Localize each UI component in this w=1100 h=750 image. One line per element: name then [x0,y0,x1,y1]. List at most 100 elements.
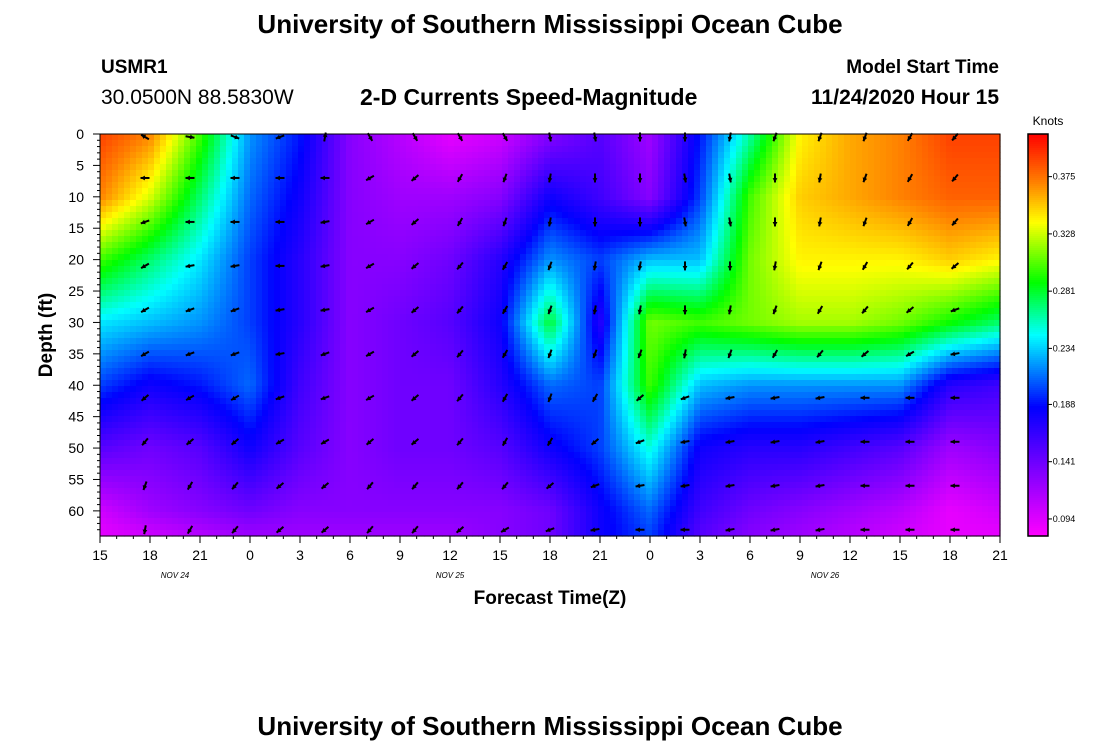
heatmap-cell [628,170,635,177]
heatmap-cell [550,212,557,219]
heatmap-cell [706,320,713,327]
heatmap-cell [814,272,821,279]
heatmap-cell [886,140,893,147]
heatmap-cell [730,206,737,213]
heatmap-cell [262,146,269,153]
heatmap-cell [940,200,947,207]
heatmap-cell [790,266,797,273]
heatmap-cell [394,200,401,207]
heatmap-cell [868,266,875,273]
heatmap-cell [670,206,677,213]
heatmap-cell [460,218,467,225]
heatmap-cell [736,206,743,213]
heatmap-cell [970,248,977,255]
heatmap-cell [808,248,815,255]
heatmap-cell [172,188,179,195]
heatmap-cell [868,260,875,267]
heatmap-cell [346,320,353,327]
heatmap-cell [358,212,365,219]
heatmap-cell [538,218,545,225]
heatmap-cell [484,182,491,189]
heatmap-cell [598,194,605,201]
heatmap-cell [778,188,785,195]
heatmap-cell [340,224,347,231]
heatmap-cell [220,320,227,327]
heatmap-cell [466,278,473,285]
heatmap-cell [874,164,881,171]
heatmap-cell [940,134,947,141]
heatmap-cell [604,260,611,267]
heatmap-cell [892,176,899,183]
heatmap-cell [322,164,329,171]
heatmap-cell [286,302,293,309]
heatmap-cell [394,224,401,231]
heatmap-cell [184,188,191,195]
heatmap-cell [484,146,491,153]
heatmap-cell [118,176,125,183]
heatmap-cell [106,212,113,219]
heatmap-cell [136,164,143,171]
heatmap-cell [586,188,593,195]
heatmap-cell [592,194,599,201]
heatmap-cell [238,314,245,321]
heatmap-cell [616,176,623,183]
heatmap-cell [736,200,743,207]
heatmap-cell [196,290,203,297]
heatmap-cell [550,140,557,147]
heatmap-cell [520,320,527,327]
heatmap-cell [712,290,719,297]
heatmap-cell [106,152,113,159]
heatmap-cell [490,248,497,255]
heatmap-cell [874,326,881,333]
heatmap-cell [268,332,275,339]
heatmap-cell [532,266,539,273]
heatmap-cell [256,176,263,183]
heatmap-cell [778,236,785,243]
heatmap-cell [190,164,197,171]
heatmap-cell [910,158,917,165]
heatmap-cell [694,242,701,249]
heatmap-cell [988,146,995,153]
heatmap-cell [262,236,269,243]
heatmap-cell [472,140,479,147]
heatmap-cell [142,194,149,201]
heatmap-cell [778,290,785,297]
heatmap-cell [466,302,473,309]
heatmap-cell [982,194,989,201]
heatmap-cell [946,314,953,321]
heatmap-cell [208,242,215,249]
heatmap-cell [316,242,323,249]
heatmap-cell [430,212,437,219]
heatmap-cell [244,224,251,231]
heatmap-cell [664,200,671,207]
heatmap-cell [844,242,851,249]
heatmap-cell [502,272,509,279]
heatmap-cell [244,200,251,207]
heatmap-cell [250,278,257,285]
heatmap-cell [610,326,617,333]
heatmap-cell [286,182,293,189]
heatmap-cell [478,200,485,207]
heatmap-cell [496,296,503,303]
heatmap-cell [910,212,917,219]
heatmap-cell [442,140,449,147]
heatmap-cell [838,284,845,291]
heatmap-cell [874,260,881,267]
heatmap-cell [526,140,533,147]
heatmap-cell [346,158,353,165]
heatmap-cell [520,206,527,213]
heatmap-cell [340,170,347,177]
heatmap-cell [316,188,323,195]
heatmap-cell [346,188,353,195]
heatmap-cell [712,284,719,291]
heatmap-cell [568,284,575,291]
heatmap-cell [604,302,611,309]
heatmap-cell [340,266,347,273]
heatmap-cell [970,290,977,297]
heatmap-cell [538,266,545,273]
heatmap-cell [574,212,581,219]
heatmap-cell [364,158,371,165]
heatmap-cell [418,236,425,243]
heatmap-cell [232,332,239,339]
heatmap-cell [586,248,593,255]
